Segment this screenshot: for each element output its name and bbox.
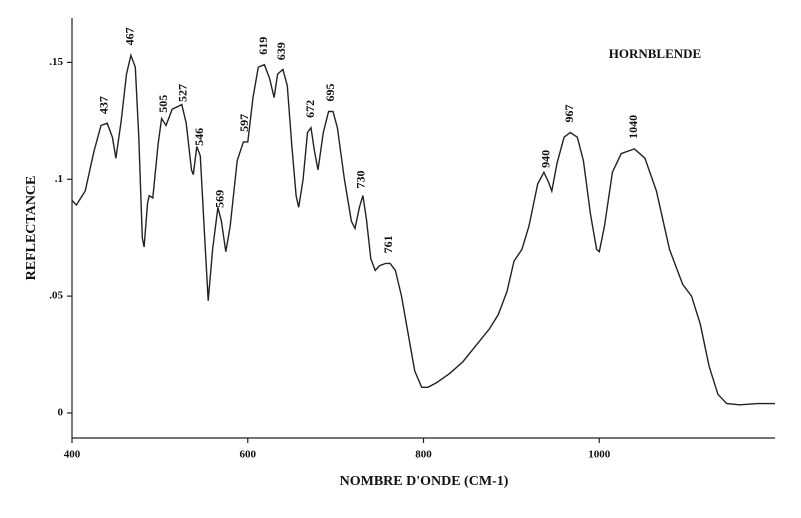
y-tick-label: .1 [55, 173, 63, 185]
peak-label: 546 [192, 128, 206, 146]
peak-label: 761 [381, 235, 395, 253]
x-tick-label: 1000 [588, 449, 611, 461]
spectrum-line [71, 53, 775, 406]
peak-label: 437 [96, 96, 110, 114]
x-tick-label: 600 [240, 449, 257, 461]
x-tick-label: 400 [64, 449, 81, 461]
peak-label: 505 [156, 95, 170, 113]
peak-label: 569 [212, 190, 226, 208]
y-tick-label: .15 [49, 56, 63, 68]
peak-label: 672 [303, 100, 317, 118]
peak-label: 730 [354, 171, 368, 189]
x-tick-label: 800 [415, 449, 432, 461]
peak-label: 695 [323, 83, 337, 101]
chart-title: HORNBLENDE [609, 46, 701, 61]
peak-label: 597 [237, 114, 251, 132]
y-axis-label: REFLECTANCE [24, 176, 39, 281]
peak-label: 639 [274, 42, 288, 60]
peak-label: 940 [538, 150, 552, 168]
y-tick-label: .05 [49, 290, 63, 302]
peak-label: 467 [123, 27, 137, 45]
peak-label: 967 [562, 105, 576, 123]
y-tick-label: 0 [58, 407, 64, 419]
peak-label: 1040 [626, 115, 640, 139]
x-axis-label: NOMBRE D'ONDE (CM-1) [340, 474, 509, 489]
peak-label: 527 [175, 84, 189, 102]
peak-label: 619 [256, 37, 270, 55]
